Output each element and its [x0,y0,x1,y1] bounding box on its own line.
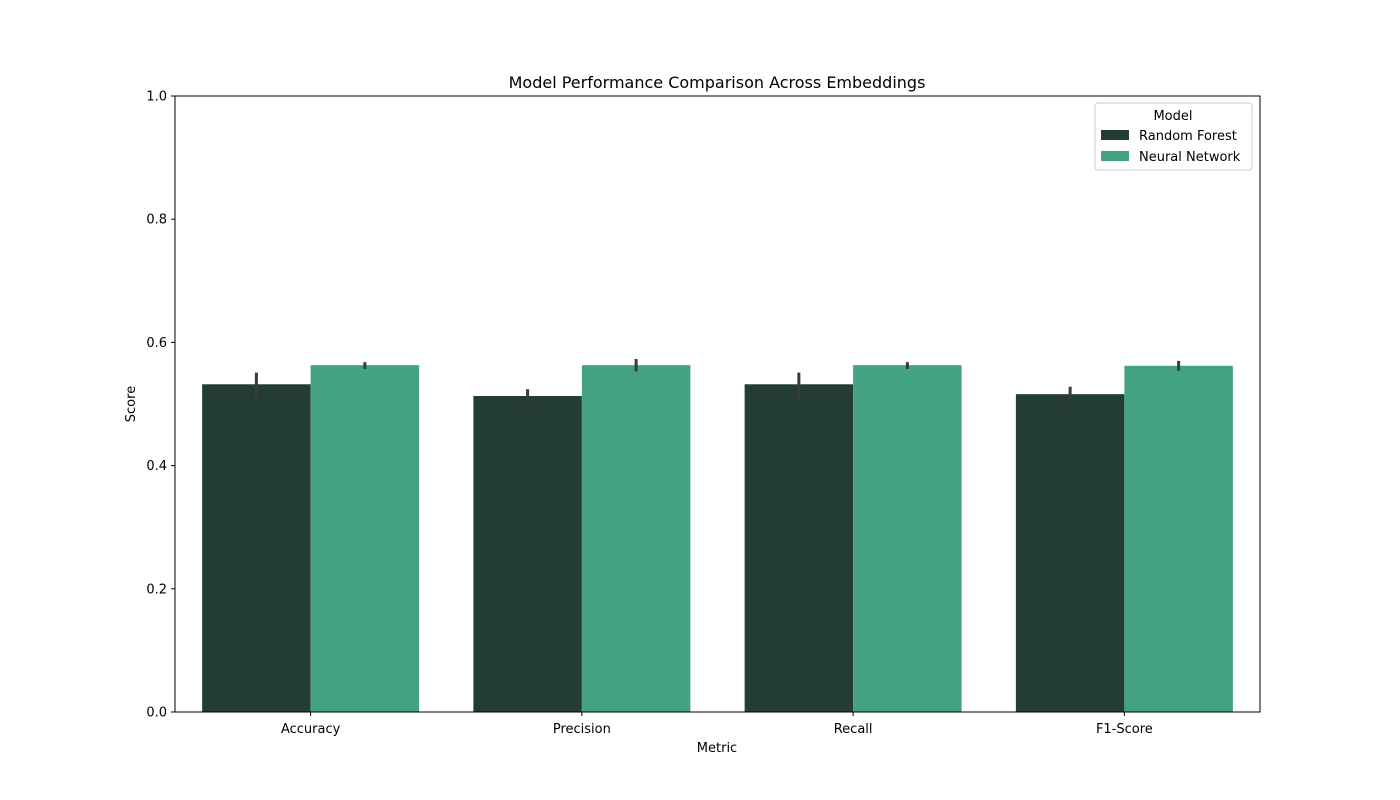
bar-neural-network-precision [581,365,691,712]
bar-neural-network-recall [853,365,962,712]
bar-random-forest-accuracy [202,384,311,712]
y-tick-label: 0.2 [146,582,167,597]
y-tick-label: 0.4 [146,459,167,474]
x-tick-label-f1-score: F1-Score [1096,722,1153,737]
bar-neural-network-f1-score [1124,365,1233,712]
y-tick-label: 0.8 [146,213,167,228]
x-tick-label-accuracy: Accuracy [281,722,341,737]
bar-random-forest-precision [473,395,582,712]
y-tick-label: 0.6 [146,336,167,351]
plot-frame [174,95,1261,713]
error-bars-layer [254,359,1181,403]
y-axis: 0.0 0.2 0.4 0.6 0.8 1.0 [146,90,175,721]
legend-title: Model [1153,109,1192,124]
legend-swatch-random-forest [1101,130,1129,140]
legend: Model Random Forest Neural Network [1094,102,1253,171]
bar-random-forest-f1-score [1015,394,1125,712]
bar-random-forest-recall [744,384,854,712]
bars-layer [202,365,1233,712]
y-axis-label: Score [124,386,139,422]
chart-title: Model Performance Comparison Across Embe… [509,73,926,92]
legend-label-random-forest: Random Forest [1139,129,1237,144]
legend-swatch-neural-network [1101,151,1129,161]
x-tick-label-recall: Recall [834,722,873,737]
legend-label-neural-network: Neural Network [1139,150,1241,165]
legend-frame [1094,102,1253,171]
x-axis: Accuracy Precision Recall F1-Score [281,712,1153,737]
x-axis-label: Metric [697,741,737,756]
x-tick-label-precision: Precision [553,722,611,737]
y-tick-label: 1.0 [146,90,167,105]
bar-neural-network-accuracy [310,365,420,712]
y-tick-label: 0.0 [146,706,167,721]
